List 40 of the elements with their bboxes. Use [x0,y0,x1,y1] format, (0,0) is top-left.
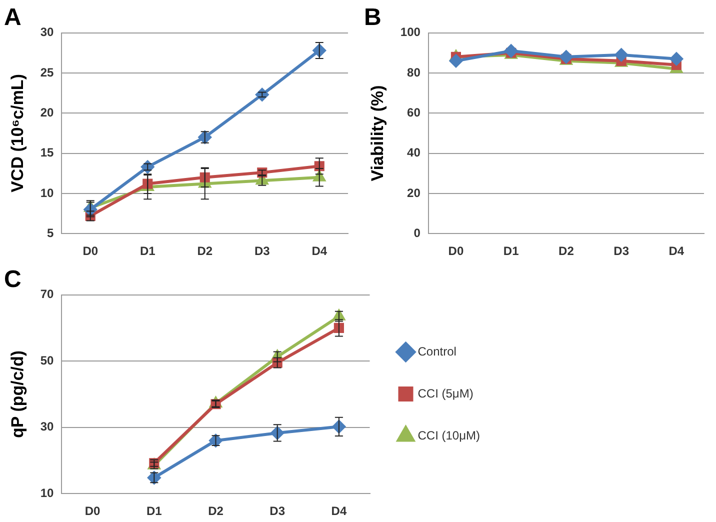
y-tick-label: 30 [40,420,54,434]
y-tick-label: 30 [40,25,54,40]
x-tick-label: D2 [558,244,574,258]
chart-title: A [4,4,22,32]
x-tick-label: D1 [503,244,520,258]
x-tick-label: D1 [140,244,156,258]
x-tick-label: D3 [614,244,630,258]
x-tick-label: D0 [82,244,98,258]
x-tick-label: D0 [448,244,464,258]
y-tick-label: 25 [40,65,54,80]
x-tick-label: D4 [312,244,328,258]
y-tick-label: 70 [40,287,54,302]
legend-label: Control [418,344,456,358]
y-tick-label: 5 [47,226,54,240]
x-tick-label: D1 [146,504,162,518]
x-tick-label: D0 [84,504,101,518]
chart-title: C [4,266,22,294]
legend-label: CCI (10μM) [418,428,480,442]
y-tick-label: 10 [40,486,54,500]
x-tick-label: D2 [197,244,213,258]
y-tick-label: 0 [414,226,421,240]
y-tick-label: 100 [400,25,421,40]
chart-title: B [364,4,382,32]
y-tick-label: 50 [40,353,54,368]
y-tick-label: 40 [407,146,421,160]
y-axis-title: Viability (%) [368,85,387,182]
legend-label: CCI (5μM) [418,386,474,400]
y-axis-title: VCD (10⁶c/mL) [8,74,27,192]
x-tick-label: D4 [668,244,684,258]
y-tick-label: 80 [407,65,421,80]
x-tick-label: D4 [331,504,347,518]
y-tick-label: 15 [40,146,54,160]
y-tick-label: 20 [40,105,54,120]
x-tick-label: D2 [208,504,224,518]
y-tick-label: 20 [407,186,421,200]
x-tick-label: D3 [270,504,286,518]
y-axis-title: qP (pg/c/d) [8,350,27,438]
y-tick-label: 10 [40,186,54,200]
y-tick-label: 60 [407,105,421,120]
x-tick-label: D3 [254,244,270,258]
